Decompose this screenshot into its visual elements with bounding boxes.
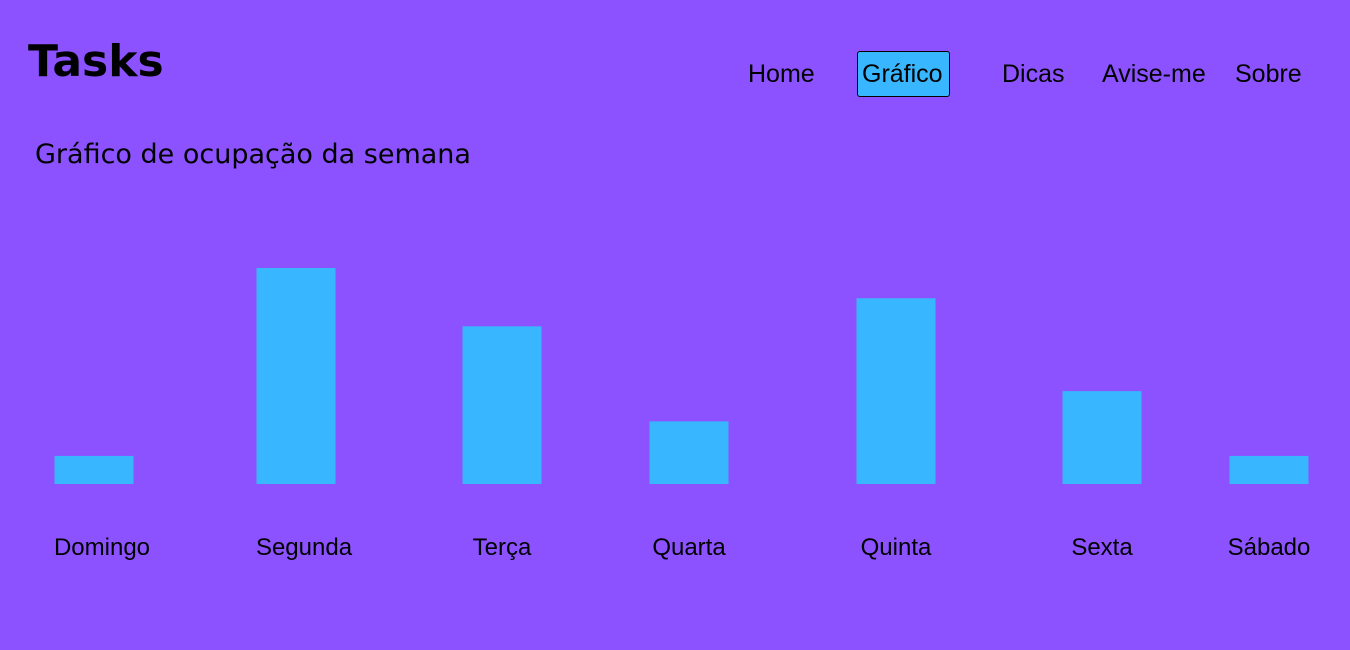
bar-sábado: [1229, 455, 1309, 484]
nav-dicas[interactable]: Dicas: [1002, 60, 1065, 88]
label-quinta: Quinta: [861, 534, 932, 561]
nav-grafico[interactable]: Gráfico: [857, 51, 950, 97]
label-sexta: Sexta: [1071, 534, 1133, 561]
nav-home[interactable]: Home: [748, 60, 815, 88]
label-sábado: Sábado: [1228, 534, 1311, 561]
label-quarta: Quarta: [652, 534, 726, 561]
bar-terça: [462, 326, 542, 484]
label-terça: Terça: [473, 534, 532, 561]
bar-quinta: [856, 298, 936, 484]
page-title: Gráfico de ocupação da semana: [35, 139, 471, 170]
nav-sobre[interactable]: Sobre: [1235, 60, 1302, 88]
bar-segunda: [256, 268, 336, 484]
weekly-occupancy-chart: Domingo Segunda Terça Quarta Quinta Sexta Sába…: [54, 268, 1311, 561]
bar-sexta: [1062, 391, 1142, 484]
bar-quarta: [649, 421, 729, 484]
app-logo: Tasks: [28, 36, 164, 87]
bar-domingo: [54, 455, 134, 484]
nav-avise-me[interactable]: Avise-me: [1102, 60, 1206, 88]
label-domingo: Domingo: [54, 534, 150, 561]
label-segunda: Segunda: [256, 534, 353, 561]
